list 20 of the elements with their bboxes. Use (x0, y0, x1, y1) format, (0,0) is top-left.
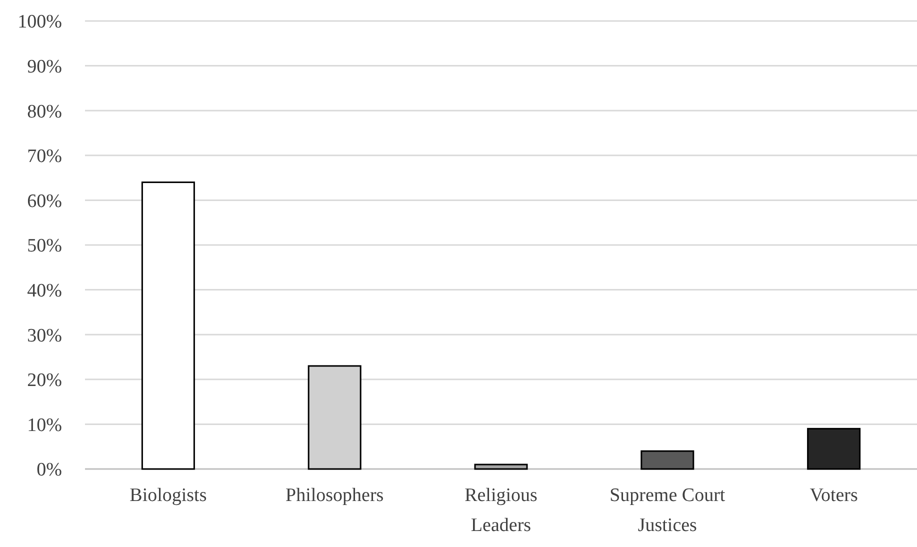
y-tick-label: 10% (27, 414, 62, 436)
bar (474, 464, 528, 470)
y-tick-label: 20% (27, 370, 62, 392)
y-tick-label: 60% (27, 190, 62, 212)
x-tick-label: Philosophers (286, 485, 384, 506)
bar (141, 182, 195, 470)
y-tick-label: 70% (27, 146, 62, 168)
x-tick-label: Voters (810, 485, 858, 506)
y-tick-label: 90% (27, 56, 62, 78)
bar (807, 428, 861, 470)
y-tick-label: 0% (36, 460, 62, 481)
x-tick-label: Religious Leaders (464, 485, 538, 536)
y-tick-label: 40% (27, 280, 62, 302)
y-tick-label: 30% (27, 325, 62, 346)
y-tick-label: 100% (18, 12, 62, 33)
x-tick-label: Supreme Court Justices (610, 485, 726, 536)
y-tick-label: 50% (27, 236, 62, 257)
bar (640, 450, 694, 470)
y-tick-label: 80% (27, 101, 62, 122)
x-tick-label: Biologists (130, 485, 207, 506)
